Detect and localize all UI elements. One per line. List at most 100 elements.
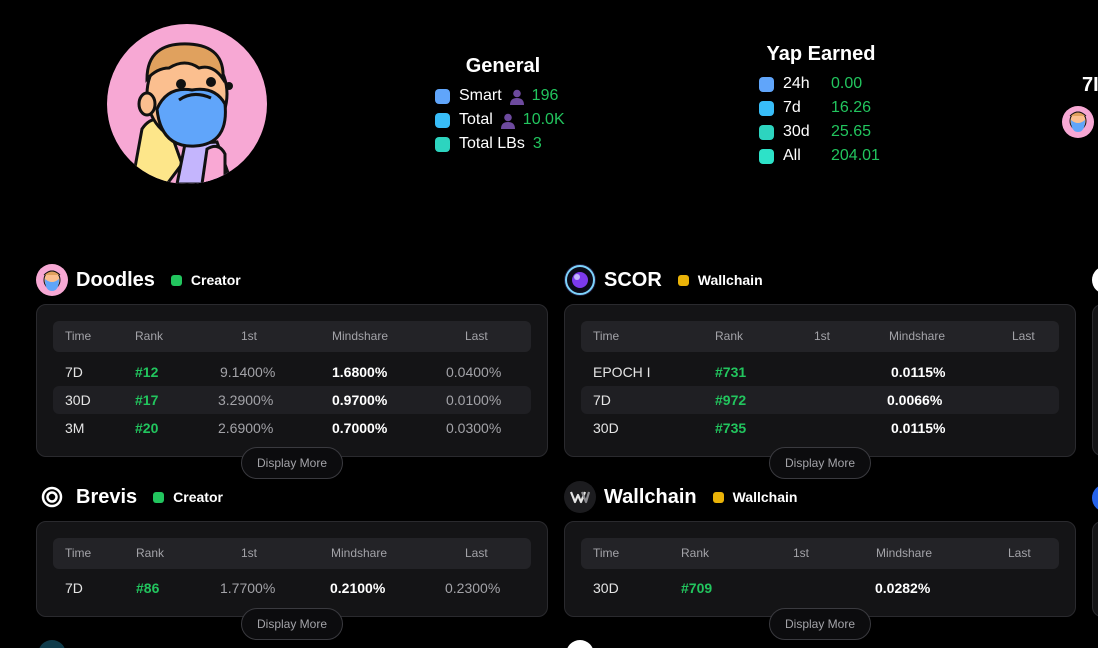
cutoff-project-logo: [566, 640, 594, 648]
cell-mindshare: 1.6800%: [332, 364, 388, 380]
badge-dot: [170, 274, 182, 286]
table-row: 30D #17 3.2900% 0.9700% 0.0100%: [53, 386, 531, 414]
yap-row-all: All 204.01: [759, 144, 919, 168]
display-more-button[interactable]: Display More: [241, 447, 343, 479]
stat-value: 196: [531, 87, 559, 104]
general-row-total-lbs: Total LBs 3: [435, 132, 605, 156]
table-row: EPOCH I #731 0.0115%: [581, 358, 1059, 386]
brevis-logo: [36, 481, 68, 513]
cell-mindshare: 0.0066%: [887, 392, 943, 408]
cutoff-project-logo: [1092, 266, 1098, 294]
col-first: 1st: [241, 546, 258, 560]
cell-first: 1.7700%: [220, 580, 276, 596]
yap-row-30d: 30d 25.65: [759, 120, 919, 144]
project-header-brevis[interactable]: Brevis Creator: [36, 481, 223, 513]
col-first: 1st: [814, 329, 831, 343]
col-rank: Rank: [715, 329, 744, 343]
table-header: Time Rank 1st Mindshare Last: [581, 321, 1059, 352]
wallchain-logo: [564, 481, 596, 513]
table-row: 30D #709 0.0282%: [581, 574, 1059, 602]
project-name: Wallchain: [604, 485, 697, 508]
stat-value: 25.65: [831, 123, 872, 140]
general-row-total: Total 10.0K: [435, 108, 605, 132]
col-time: Time: [65, 329, 92, 343]
display-more-button[interactable]: Display More: [769, 608, 871, 640]
doodles-logo: [36, 264, 68, 296]
col-first: 1st: [241, 329, 258, 343]
stat-value: 204.01: [831, 147, 880, 164]
wallchain-w-icon: [569, 491, 591, 504]
stat-label: Total: [459, 111, 493, 128]
person-icon: [500, 113, 515, 129]
cell-mindshare: 0.2100%: [330, 580, 386, 596]
table-header: Time Rank 1st Mindshare Last: [53, 321, 531, 352]
col-mindshare: Mindshare: [876, 546, 933, 560]
badge-dot: [677, 274, 689, 286]
general-stats: General Smart 196 Total 10.0K Total LBs …: [435, 55, 605, 156]
col-last: Last: [465, 329, 488, 343]
leaderboard-card-wallchain: Time Rank 1st Mindshare Last 30D #709 0.…: [564, 521, 1076, 617]
cell-rank: #12: [135, 364, 159, 380]
col-first: 1st: [793, 546, 810, 560]
display-more-button[interactable]: Display More: [769, 447, 871, 479]
stat-value: 0.00: [831, 75, 863, 92]
project-badge: Creator: [190, 272, 241, 288]
col-last: Last: [1012, 329, 1035, 343]
cell-first: 9.1400%: [220, 364, 276, 380]
stat-dot: [759, 76, 774, 92]
stat-dot: [759, 148, 774, 164]
cutoff-card-edge: [1092, 521, 1098, 617]
general-title: General: [465, 55, 541, 77]
cell-first: 3.2900%: [218, 392, 274, 408]
yap-earned-stats: Yap Earned 24h 0.00 7d 16.26 30d 25.65 A…: [759, 43, 919, 168]
table-header: Time Rank 1st Mindshare Last: [53, 538, 531, 569]
stat-label: Total LBs: [459, 135, 525, 152]
cutoff-avatar: [1062, 106, 1094, 138]
stat-value: 16.26: [831, 99, 872, 116]
stat-label: 24h: [783, 75, 810, 92]
yap-title: Yap Earned: [766, 43, 876, 65]
cell-mindshare: 0.7000%: [332, 420, 388, 436]
table-header: Time Rank 1st Mindshare Last: [581, 538, 1059, 569]
project-header-wallchain[interactable]: Wallchain Wallchain: [564, 481, 797, 513]
avatar-icon: [1069, 111, 1087, 132]
cell-first: 2.6900%: [218, 420, 274, 436]
project-name: Brevis: [76, 485, 138, 508]
leaderboard-card-scor: Time Rank 1st Mindshare Last EPOCH I #73…: [564, 304, 1076, 457]
stat-value: 10.0K: [522, 111, 565, 128]
yap-row-7d: 7d 16.26: [759, 96, 919, 120]
person-icon: [509, 89, 524, 105]
badge-dot: [153, 491, 165, 503]
cell-rank: #20: [135, 420, 159, 436]
col-last: Last: [1008, 546, 1031, 560]
table-row: 7D #12 9.1400% 1.6800% 0.0400%: [53, 358, 531, 386]
cell-rank: #972: [715, 392, 747, 408]
project-header-scor[interactable]: SCOR Wallchain: [564, 264, 763, 296]
brevis-ring-icon: [41, 486, 63, 508]
general-row-smart: Smart 196: [435, 84, 605, 108]
cell-rank: #86: [136, 580, 160, 596]
cell-last: 0.0300%: [446, 420, 502, 436]
col-time: Time: [593, 546, 620, 560]
cell-last: 0.0100%: [446, 392, 502, 408]
col-last: Last: [465, 546, 488, 560]
cell-last: 0.0400%: [446, 364, 502, 380]
project-badge: Creator: [173, 489, 223, 505]
bearded-cartoon-avatar-icon: [130, 42, 234, 184]
stat-label: 7d: [783, 99, 801, 116]
col-rank: Rank: [681, 546, 710, 560]
stat-label: 30d: [783, 123, 810, 140]
col-time: Time: [593, 329, 620, 343]
cutoff-project-logo: [1092, 484, 1098, 512]
project-header-doodles[interactable]: Doodles Creator: [36, 264, 241, 296]
cell-time: 7D: [65, 364, 83, 380]
project-name: Doodles: [76, 268, 155, 291]
table-row: 7D #86 1.7700% 0.2100% 0.2300%: [53, 574, 531, 602]
cell-rank: #709: [681, 580, 713, 596]
cell-time: 7D: [593, 392, 611, 408]
stat-dot: [759, 100, 774, 116]
display-more-button[interactable]: Display More: [241, 608, 343, 640]
project-badge: Wallchain: [697, 272, 763, 288]
profile-avatar: [107, 24, 267, 184]
leaderboard-card-doodles: Time Rank 1st Mindshare Last 7D #12 9.14…: [36, 304, 548, 457]
